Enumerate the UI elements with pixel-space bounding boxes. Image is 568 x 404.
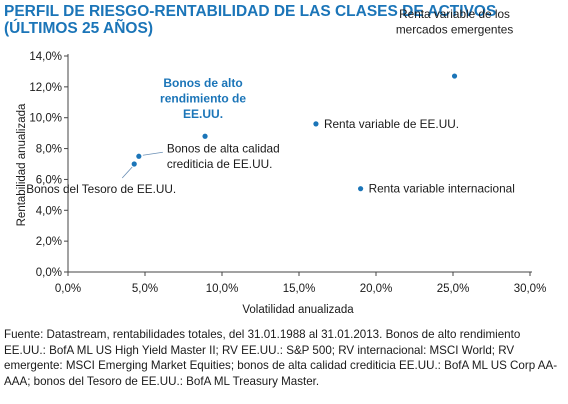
y-tick-label: 2,0% [36,236,62,248]
x-tick-label: 25,0% [437,283,470,295]
x-tick-label: 0,0% [55,283,81,295]
y-tick-label: 6,0% [36,174,62,186]
x-axis-label: Volatilidad anualizada [242,304,354,316]
chart-title: PERFIL DE RIESGO-RENTABILIDAD DE LAS CLA… [4,3,564,37]
data-point-label-line: Bonos de alto [163,76,242,90]
data-point [358,186,364,192]
data-point-label: Bonos del Tesoro de EE.UU. [26,182,176,196]
data-point-label: Bonos de alta calidad crediticia de EE.UU… [167,141,280,171]
data-point-label-line: mercados emergentes [396,23,513,37]
data-point [202,133,208,139]
y-tick-label: 12,0% [29,82,62,94]
data-point [131,161,137,167]
data-point-label: Renta variable de EE.UU. [324,117,459,131]
chart-ticks: 0,0% 5,0% 10,0% 15,0% 20,0% 25,0% 30,0% 0,0% 2,0… [29,51,546,295]
y-tick-label: 0,0% [36,267,62,279]
y-tick-label: 8,0% [36,144,62,156]
point-leader-line [142,151,163,156]
y-tick-label: 10,0% [29,113,62,125]
data-point-label: Renta variable de los mercados emergentes [396,7,513,37]
data-point-label-line: EE.UU. [183,107,223,121]
chart-marks: Renta variable de los mercados emergentes… [26,7,515,196]
x-tick-label: 10,0% [206,283,239,295]
point-leader-line [121,166,133,179]
chart-title-line-1: PERFIL DE RIESGO-RENTABILIDAD DE LAS CLA… [4,3,497,20]
chart-axes [67,54,532,273]
data-point-label-line: Renta variable de EE.UU. [324,117,459,131]
data-point-label-line: Bonos del Tesoro de EE.UU. [26,182,176,196]
data-point-label-line: Renta variable de los [399,7,510,21]
data-point [451,73,458,79]
x-tick-label: 5,0% [132,283,158,295]
x-tick-label: 30,0% [514,283,547,295]
source-footnote: Fuente: Datastream, rentabilidades total… [4,328,558,388]
scatter-chart: 0,0% 5,0% 10,0% 15,0% 20,0% 25,0% 30,0% 0,0% 2,0… [16,7,546,316]
data-point-label: Bonos de alto rendimiento de EE.UU. [160,76,246,121]
y-tick-label: 14,0% [29,51,62,63]
data-point [313,121,319,127]
x-tick-label: 20,0% [360,283,393,295]
data-point-label-line: crediticia de EE.UU. [167,157,273,171]
y-tick-label: 4,0% [36,205,62,217]
data-point-label-line: rendimiento de [160,92,246,106]
y-axis-label: Rentabilidad anualizada [16,103,28,226]
data-point [136,153,142,159]
chart-title-line-2: (ÚLTIMOS 25 AÑOS) [4,20,153,37]
data-point-label-line: Bonos de alta calidad [167,141,280,155]
data-point-label-line: Renta variable internacional [369,182,515,196]
data-point-label: Renta variable internacional [369,182,515,196]
x-tick-label: 15,0% [283,283,316,295]
